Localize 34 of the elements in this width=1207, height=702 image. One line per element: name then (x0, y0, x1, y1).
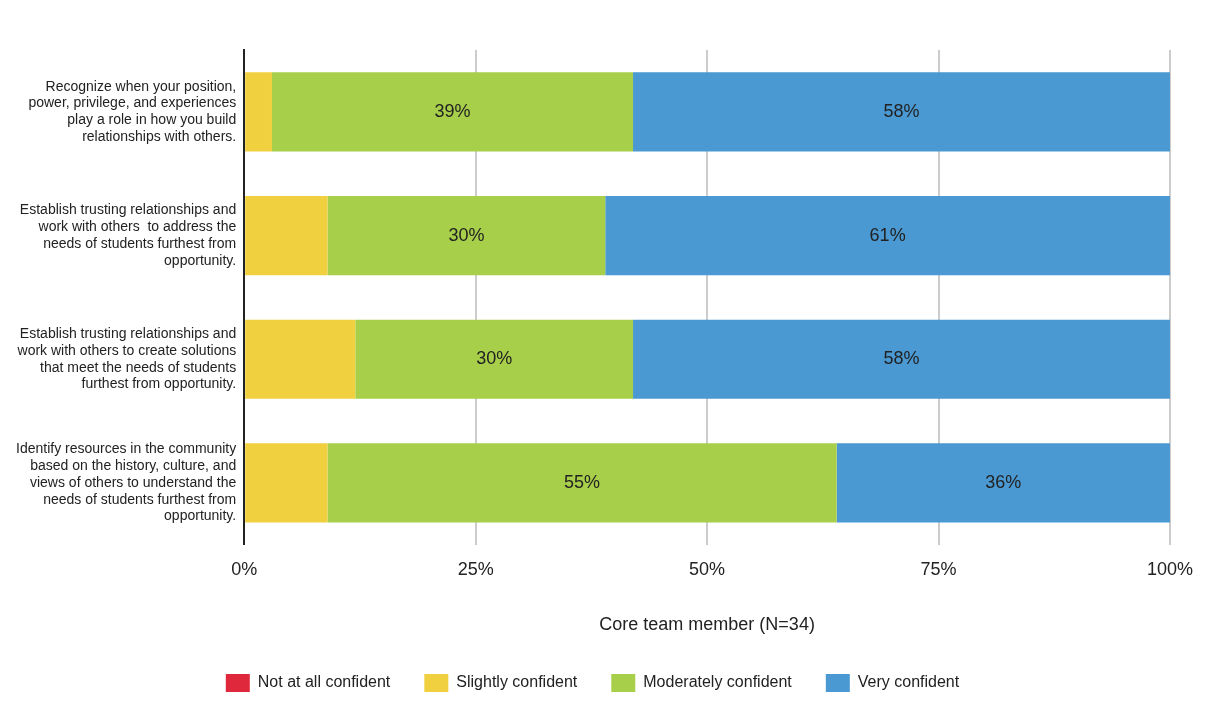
x-tick-label: 75% (920, 558, 957, 579)
bar (245, 319, 356, 399)
legend-label: Slightly confident (456, 673, 578, 691)
bar (327, 443, 837, 523)
bar (605, 195, 1170, 276)
bar (245, 443, 328, 523)
bar (633, 72, 1170, 152)
data-label: 58% (883, 100, 920, 121)
bar (245, 195, 328, 276)
bar (271, 72, 634, 152)
y-tick-label: Establish trusting relationships and work with others to address the needs of students furthest from opportunity. (19, 201, 237, 268)
bar (836, 443, 1170, 523)
y-tick-label: Identify resources in the community based on the history, culture, and views of others to understand the needs of students furthest from opportunity. (15, 440, 237, 524)
y-tick-label: Recognize when your position, power, privilege, and experiences play a role in how you build relationships with others. (28, 77, 237, 144)
data-label: 30% (476, 348, 513, 369)
x-axis-title: Core team member (N=34) (599, 614, 815, 635)
x-tick-label: 0% (231, 558, 258, 579)
bar (245, 72, 272, 152)
data-label: 55% (564, 471, 601, 492)
bar (633, 319, 1170, 399)
legend-label: Not at all confident (257, 673, 391, 691)
data-label: 58% (883, 348, 920, 369)
legend-label: Moderately confident (643, 673, 793, 691)
data-label: 61% (869, 224, 906, 245)
bar (327, 195, 606, 276)
data-label: 39% (434, 100, 471, 121)
x-tick-label: 50% (689, 558, 726, 579)
data-label: 36% (985, 471, 1022, 492)
x-tick-label: 100% (1146, 558, 1193, 579)
bar (355, 319, 634, 399)
y-tick-label: Establish trusting relationships and work with others to create solutions that meet the needs of students furthest from opportunity. (16, 324, 237, 392)
data-label: 30% (448, 224, 485, 245)
legend-label: Very confident (857, 673, 960, 691)
x-tick-label: 25% (457, 558, 494, 579)
